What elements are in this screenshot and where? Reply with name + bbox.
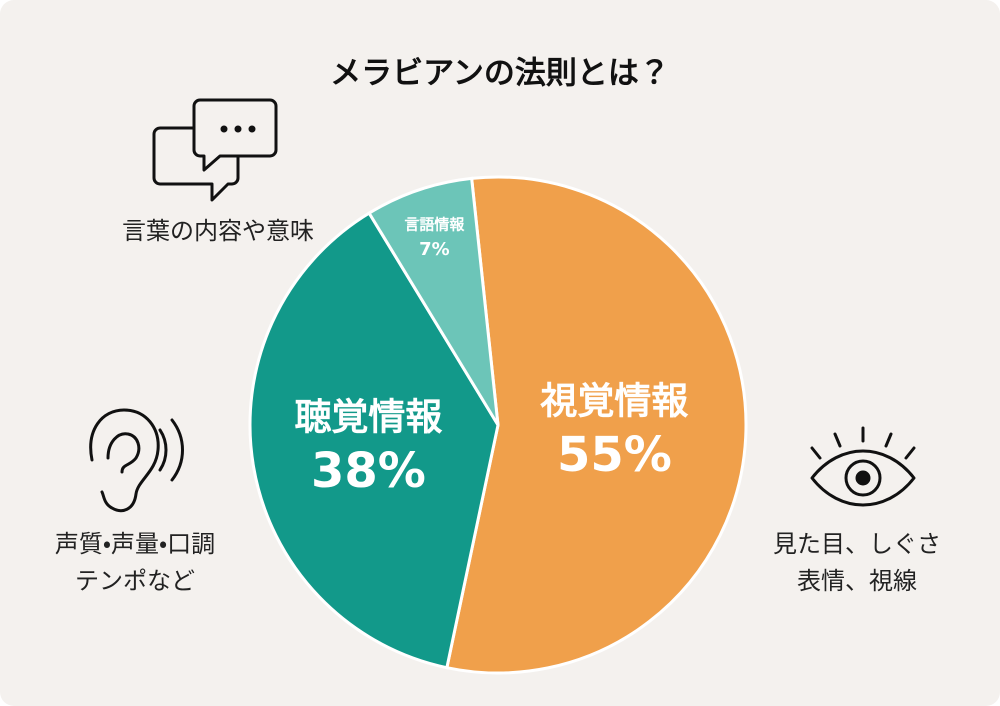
pie	[248, 175, 748, 675]
value-label: 38%	[311, 443, 426, 499]
slice	[248, 211, 500, 670]
annotation: 見た目、しぐさ	[773, 530, 941, 558]
slice	[367, 176, 500, 426]
annotation: 声質・声量・口調	[55, 530, 215, 558]
value-label: 7%	[419, 239, 450, 260]
chart-title: メラビアンの法則とは？	[330, 56, 670, 92]
annotation: テンポなど	[75, 567, 195, 595]
eye-icon	[810, 426, 916, 507]
ear-icon	[89, 408, 184, 513]
speech-icon	[152, 98, 278, 202]
slice-label: 言語情報	[404, 216, 465, 234]
value-label: 55%	[557, 427, 672, 483]
annotation: 言葉の内容や意味	[122, 217, 314, 245]
slice-label: 聴覚情報	[294, 396, 442, 439]
slice-label: 視覚情報	[539, 379, 688, 422]
slice	[445, 175, 748, 675]
annotation: 表情、視線	[797, 567, 917, 595]
